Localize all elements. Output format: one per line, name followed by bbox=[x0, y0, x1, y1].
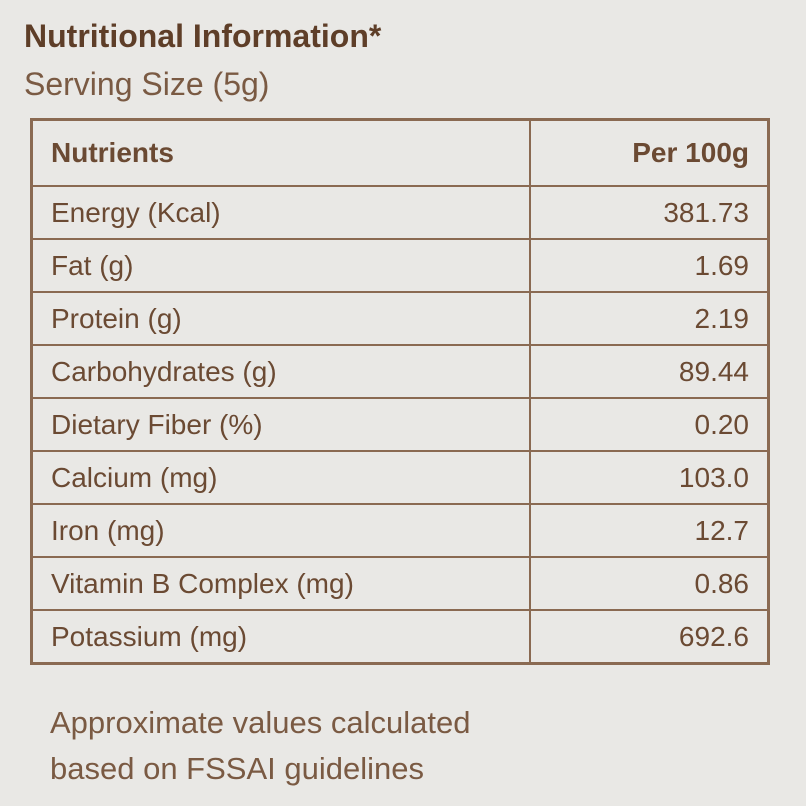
table-row: Vitamin B Complex (mg) 0.86 bbox=[30, 556, 770, 611]
title: Nutritional Information* bbox=[24, 18, 382, 54]
value-cell: 89.44 bbox=[529, 344, 770, 399]
column-header: Nutrients bbox=[30, 118, 531, 187]
value-cell: 103.0 bbox=[529, 450, 770, 505]
footnote: Approximate values calculated based on F… bbox=[50, 700, 470, 792]
value-cell: 12.7 bbox=[529, 503, 770, 558]
table-row: Dietary Fiber (%) 0.20 bbox=[30, 397, 770, 452]
value-cell: 1.69 bbox=[529, 238, 770, 293]
nutrient-cell: Energy (Kcal) bbox=[30, 185, 531, 240]
table-row: Energy (Kcal) 381.73 bbox=[30, 185, 770, 240]
nutrient-cell: Potassium (mg) bbox=[30, 609, 531, 665]
nutrient-cell: Iron (mg) bbox=[30, 503, 531, 558]
value-cell: 2.19 bbox=[529, 291, 770, 346]
nutrient-cell: Carbohydrates (g) bbox=[30, 344, 531, 399]
table-row: Potassium (mg) 692.6 bbox=[30, 609, 770, 665]
table-row: Calcium (mg) 103.0 bbox=[30, 450, 770, 505]
table-row: Protein (g) 2.19 bbox=[30, 291, 770, 346]
nutrition-table: Nutrients Per 100g Energy (Kcal) 381.73 Fat … bbox=[30, 118, 770, 665]
nutrient-cell: Protein (g) bbox=[30, 291, 531, 346]
value-cell: 0.86 bbox=[529, 556, 770, 611]
column-header: Per 100g bbox=[529, 118, 770, 187]
nutrient-cell: Dietary Fiber (%) bbox=[30, 397, 531, 452]
nutrient-cell: Vitamin B Complex (mg) bbox=[30, 556, 531, 611]
table-row: Carbohydrates (g) 89.44 bbox=[30, 344, 770, 399]
table-row: Iron (mg) 12.7 bbox=[30, 503, 770, 558]
header-row: Nutrients Per 100g bbox=[30, 118, 770, 187]
nutrient-cell: Calcium (mg) bbox=[30, 450, 531, 505]
serving-size: Serving Size (5g) bbox=[24, 66, 270, 102]
table-row: Fat (g) 1.69 bbox=[30, 238, 770, 293]
value-cell: 692.6 bbox=[529, 609, 770, 665]
footnote-line: based on FSSAI guidelines bbox=[50, 751, 424, 786]
value-cell: 0.20 bbox=[529, 397, 770, 452]
footnote-line: Approximate values calculated bbox=[50, 705, 471, 740]
nutrient-cell: Fat (g) bbox=[30, 238, 531, 293]
value-cell: 381.73 bbox=[529, 185, 770, 240]
